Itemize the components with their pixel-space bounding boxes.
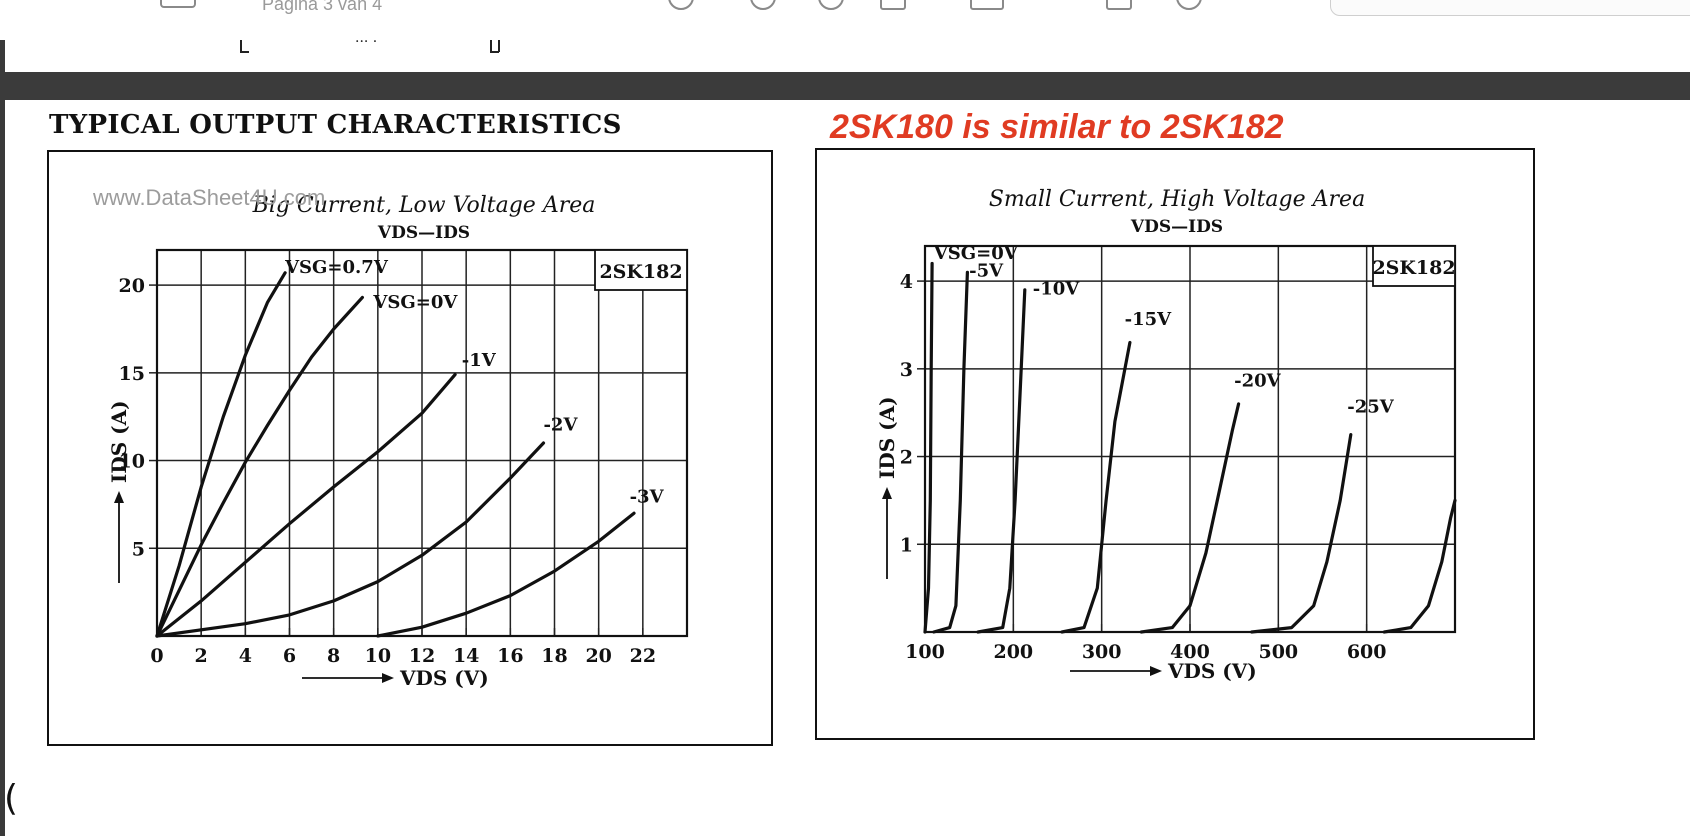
series-curve-1 <box>932 270 969 634</box>
x-tick-label: 600 <box>1347 641 1387 663</box>
x-tick-label: 200 <box>993 641 1033 663</box>
chart-subtitle: VDS—IDS <box>377 223 470 243</box>
y-tick-label: 15 <box>119 363 145 385</box>
chart-title: Small Current, High Voltage Area <box>989 187 1365 212</box>
pdf-page: TYPICAL OUTPUT CHARACTERISTICS 2SK180 is… <box>5 100 1690 836</box>
series-curve-5 <box>1250 433 1353 634</box>
bracket-left <box>240 40 249 53</box>
curve-label-5: -25V <box>1347 397 1395 418</box>
x-tick-label: 4 <box>239 645 252 667</box>
badge-box <box>594 249 688 291</box>
page-heading: TYPICAL OUTPUT CHARACTERISTICS <box>49 110 622 140</box>
plot-frame <box>923 244 1457 634</box>
x-tick-label: 22 <box>630 645 656 667</box>
series-curve-0 <box>923 261 934 634</box>
curve-label-1: VSG=0V <box>372 292 458 313</box>
zoom-in-icon[interactable] <box>818 0 844 10</box>
similarity-note: 2SK180 is similar to 2SK182 <box>830 108 1284 146</box>
series-curve-4 <box>1139 402 1241 634</box>
x-tick-label: 18 <box>541 645 567 667</box>
series-curve-3 <box>155 441 546 638</box>
curve-label-0: VSG=0V <box>933 243 1019 264</box>
chart-panel-right: Small Current, High Voltage Area VDS—IDS 1… <box>815 148 1535 740</box>
rotate-icon[interactable] <box>1106 0 1132 10</box>
x-axis-arrowhead <box>1150 666 1162 676</box>
chart-panel-left: Big Current, Low Voltage Area VDS—IDS 0 2 4 6… <box>47 150 773 746</box>
previous-page-bottom: ··· · <box>5 34 1690 72</box>
series-curve-2 <box>155 373 457 638</box>
info-icon[interactable] <box>668 0 694 10</box>
x-axis-label: VDS (V) <box>399 666 489 690</box>
chart-high-voltage: Small Current, High Voltage Area VDS—IDS 1… <box>875 187 1457 683</box>
y-axis-label: IDS (A) <box>107 400 131 483</box>
y-axis-label: IDS (A) <box>875 396 899 479</box>
chart-subtitle: VDS—IDS <box>1130 217 1223 237</box>
search-input[interactable] <box>1330 0 1690 16</box>
y-tick-label: 10 <box>119 451 145 473</box>
x-axis-label: VDS (V) <box>1167 659 1257 683</box>
x-tick-label: 12 <box>409 645 435 667</box>
previous-page-fragment: ··· · <box>240 34 500 53</box>
x-tick-label: 10 <box>365 645 391 667</box>
series-curve-1 <box>155 295 364 638</box>
x-tick-label: 500 <box>1258 641 1298 663</box>
series-curve-2 <box>976 288 1027 634</box>
viewer-toolbar: Pagina 3 van 4 <box>0 0 1690 41</box>
zoom-out-icon[interactable] <box>750 0 776 10</box>
scroll-mark-icon: ( <box>4 778 19 819</box>
plot-frame <box>155 248 689 638</box>
y-tick-label: 3 <box>900 359 913 381</box>
sidebar-toggle-icon[interactable] <box>160 0 196 8</box>
series-curve-3 <box>1060 340 1132 634</box>
x-tick-label: 8 <box>327 645 340 667</box>
y-tick-label: 1 <box>900 534 913 556</box>
page-indicator: Pagina 3 van 4 <box>262 0 383 14</box>
chart-badge: 2SK182 <box>599 261 682 283</box>
x-tick-label: 14 <box>453 645 479 667</box>
x-axis-arrowhead <box>382 673 394 683</box>
curve-label-3: -2V <box>543 415 578 436</box>
series-curve-6 <box>1382 498 1457 634</box>
x-tick-label: 100 <box>905 641 945 663</box>
curve-label-4: -20V <box>1234 370 1282 391</box>
y-tick-label: 5 <box>132 538 145 560</box>
curve-label-0: VSG=0.7V <box>284 257 389 278</box>
series-curve-0 <box>155 271 287 638</box>
share-icon[interactable] <box>880 0 906 10</box>
y-tick-label: 4 <box>900 271 913 293</box>
y-axis-arrowhead <box>114 491 124 503</box>
markup-icon[interactable] <box>970 0 1004 10</box>
badge-box <box>1372 245 1456 287</box>
x-tick-label: 20 <box>585 645 611 667</box>
annotate-icon[interactable] <box>1176 0 1202 10</box>
curve-label-2: -10V <box>1033 278 1081 299</box>
x-tick-label: 400 <box>1170 641 1210 663</box>
y-tick-label: 20 <box>119 275 145 297</box>
chart-badge: 2SK182 <box>1372 257 1455 279</box>
chart-title: Big Current, Low Voltage Area <box>252 193 596 218</box>
watermark-text: www.DataSheet4U.com <box>93 185 326 210</box>
page-separator <box>0 72 1690 100</box>
series-curve-4 <box>376 511 636 638</box>
x-tick-label: 0 <box>150 645 163 667</box>
x-tick-label: 16 <box>497 645 523 667</box>
x-tick-label: 300 <box>1082 641 1122 663</box>
y-tick-label: 2 <box>900 447 913 469</box>
window-edge <box>0 40 5 836</box>
chart-low-voltage: Big Current, Low Voltage Area VDS—IDS 0 2 4 6… <box>107 193 689 690</box>
curve-label-2: -1V <box>462 350 497 371</box>
bracket-right <box>490 40 500 53</box>
curve-label-3: -15V <box>1125 309 1173 330</box>
curve-label-4: -3V <box>630 487 665 508</box>
x-tick-label: 2 <box>195 645 208 667</box>
cut-off-text: ··· · <box>355 40 377 50</box>
x-tick-label: 6 <box>283 645 296 667</box>
curve-label-1: -5V <box>969 261 1004 282</box>
y-axis-arrowhead <box>882 487 892 499</box>
